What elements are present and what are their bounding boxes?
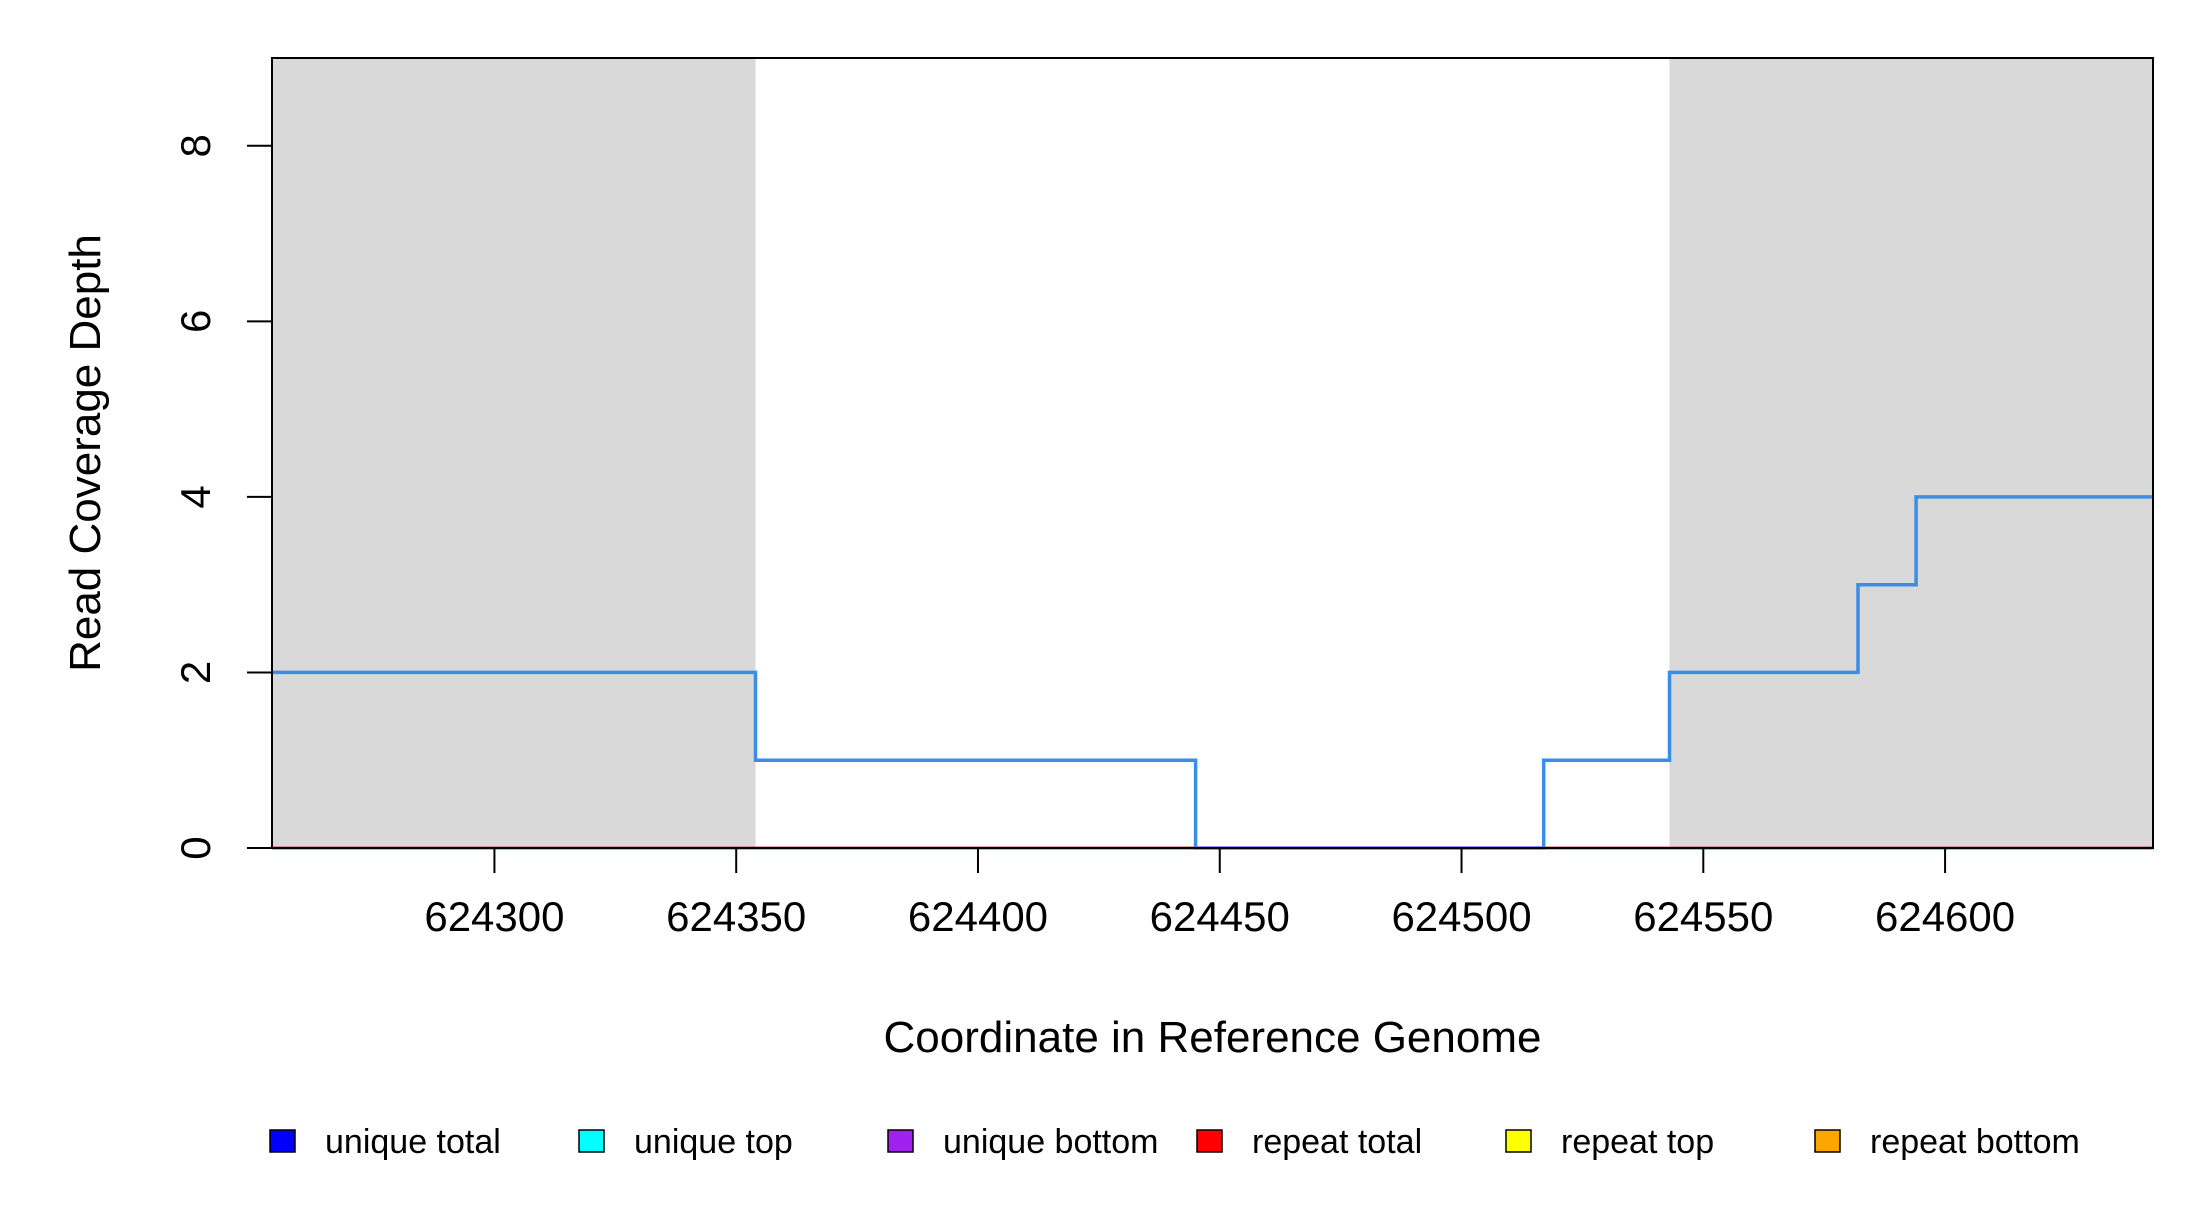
legend-label-5: repeat bottom — [1870, 1123, 2080, 1161]
legend-label-1: unique top — [634, 1123, 793, 1161]
x-tick-label-624550: 624550 — [1633, 893, 1773, 940]
shaded-region-0 — [272, 58, 756, 848]
x-tick-label-624400: 624400 — [908, 893, 1048, 940]
x-tick-label-624300: 624300 — [424, 893, 564, 940]
shaded-regions — [272, 58, 2153, 848]
x-tick-label-624500: 624500 — [1391, 893, 1531, 940]
x-axis: 624300 624350 624400 624450 624500 624550 6246… — [424, 848, 2015, 940]
y-tick-label-6: 6 — [172, 310, 219, 333]
legend-label-0: unique total — [325, 1123, 501, 1161]
shaded-region-1 — [1669, 58, 2153, 848]
y-tick-label-4: 4 — [172, 485, 219, 508]
y-tick-label-0: 0 — [172, 836, 219, 859]
x-axis-label: Coordinate in Reference Genome — [884, 1013, 1542, 1062]
legend-swatch-2 — [887, 1129, 914, 1153]
legend-label-2: unique bottom — [943, 1123, 1159, 1161]
legend-swatch-1 — [578, 1129, 605, 1153]
legend-swatch-4 — [1505, 1129, 1532, 1153]
y-axis-label: Read Coverage Depth — [61, 234, 110, 672]
x-tick-label-624600: 624600 — [1875, 893, 2015, 940]
x-tick-label-624450: 624450 — [1150, 893, 1290, 940]
y-tick-label-2: 2 — [172, 661, 219, 684]
x-tick-label-624350: 624350 — [666, 893, 806, 940]
legend-swatch-5 — [1814, 1129, 1841, 1153]
legend-swatch-0 — [269, 1129, 296, 1153]
legend-swatch-3 — [1196, 1129, 1223, 1153]
y-tick-label-8: 8 — [172, 134, 219, 157]
legend-label-3: repeat total — [1252, 1123, 1422, 1161]
y-axis: 0 2 4 6 8 — [172, 134, 273, 860]
legend-label-4: repeat top — [1561, 1123, 1714, 1161]
series-line-0 — [272, 495, 2153, 850]
legend: unique total unique top unique bottom repea… — [269, 1123, 2080, 1161]
